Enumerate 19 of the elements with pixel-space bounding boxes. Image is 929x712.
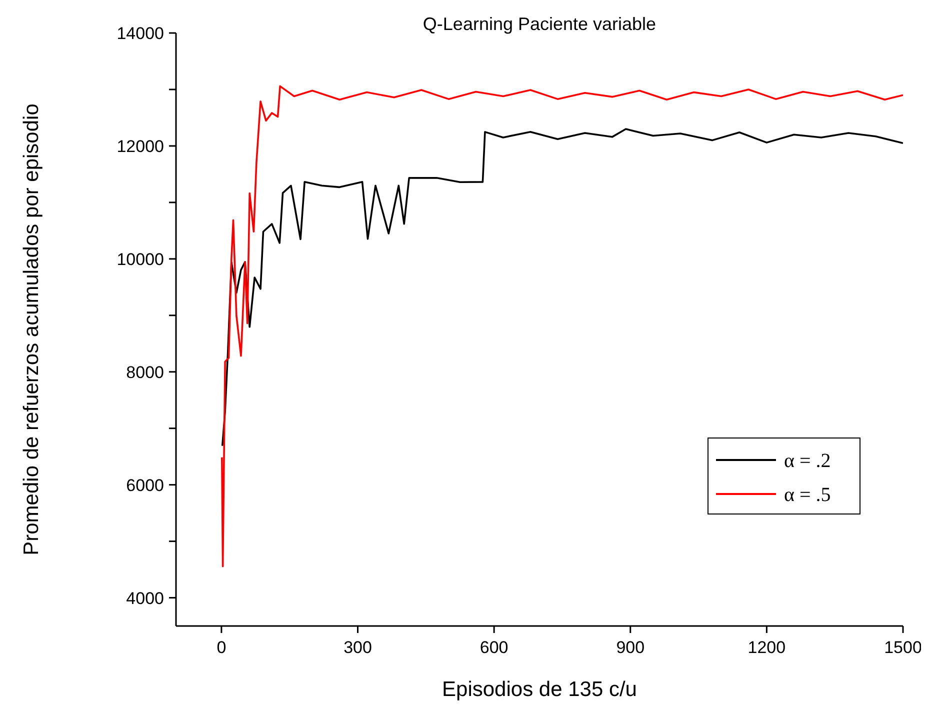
chart-title: Q-Learning Paciente variable: [422, 14, 656, 34]
x-tick-label: 600: [480, 638, 508, 657]
y-tick-label: 8000: [126, 362, 164, 382]
y-tick-label: 14000: [116, 24, 164, 43]
y-tick-label: 10000: [116, 250, 164, 269]
x-tick-label: 300: [344, 638, 372, 657]
line-series: [220, 85, 903, 568]
legend-label: α = .5: [784, 484, 831, 506]
x-tick-label: 1500: [884, 638, 922, 657]
y-axis-title: Promedio de refuerzos acumulados por episodio: [20, 104, 43, 556]
y-tick-label: 12000: [116, 136, 164, 156]
y-tick-label: 4000: [126, 588, 164, 608]
y-tick-label: 6000: [126, 476, 164, 495]
x-tick-label: 0: [216, 638, 226, 657]
line-series: [221, 128, 903, 447]
x-tick-label: 900: [616, 638, 645, 657]
x-axis-title: Episodios de 135 c/u: [442, 678, 637, 701]
legend-label: α = .2: [784, 450, 831, 472]
x-tick-label: 1200: [748, 638, 786, 657]
